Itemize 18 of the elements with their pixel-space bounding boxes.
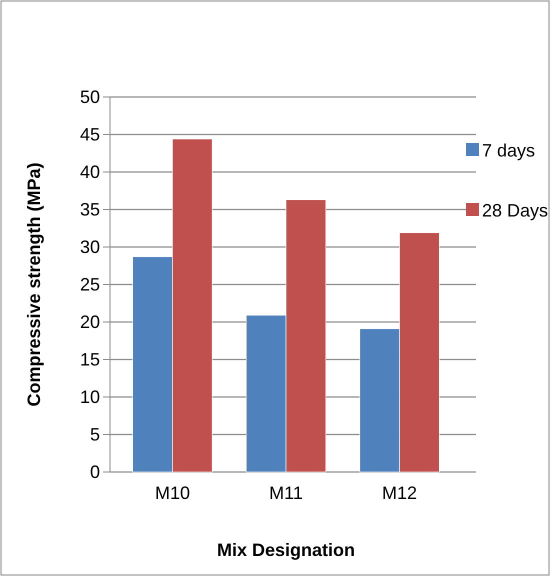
y-tick-label: 35 — [80, 199, 100, 220]
x-tick-label: M11 — [269, 482, 303, 503]
y-tick-label: 5 — [90, 424, 100, 444]
y-tick-label: 15 — [80, 349, 100, 370]
x-tick-label: M10 — [154, 482, 190, 503]
y-tick-label: 25 — [80, 274, 100, 294]
y-tick-label: 45 — [80, 124, 100, 144]
y-axis-title: Compressive strength (MPa) — [24, 162, 44, 407]
y-tick-label: 50 — [80, 86, 100, 107]
y-tick-label: 0 — [90, 462, 100, 482]
x-tick-label: M12 — [382, 482, 418, 503]
y-tick-label: 20 — [80, 312, 100, 332]
legend-label: 28 Days — [482, 200, 548, 220]
y-tick-label: 30 — [80, 236, 100, 257]
y-tick-label: 40 — [80, 162, 100, 182]
x-axis-title: Mix Designation — [216, 540, 356, 560]
legend-label: 7 days — [482, 140, 536, 160]
y-tick-label: 10 — [80, 386, 100, 407]
